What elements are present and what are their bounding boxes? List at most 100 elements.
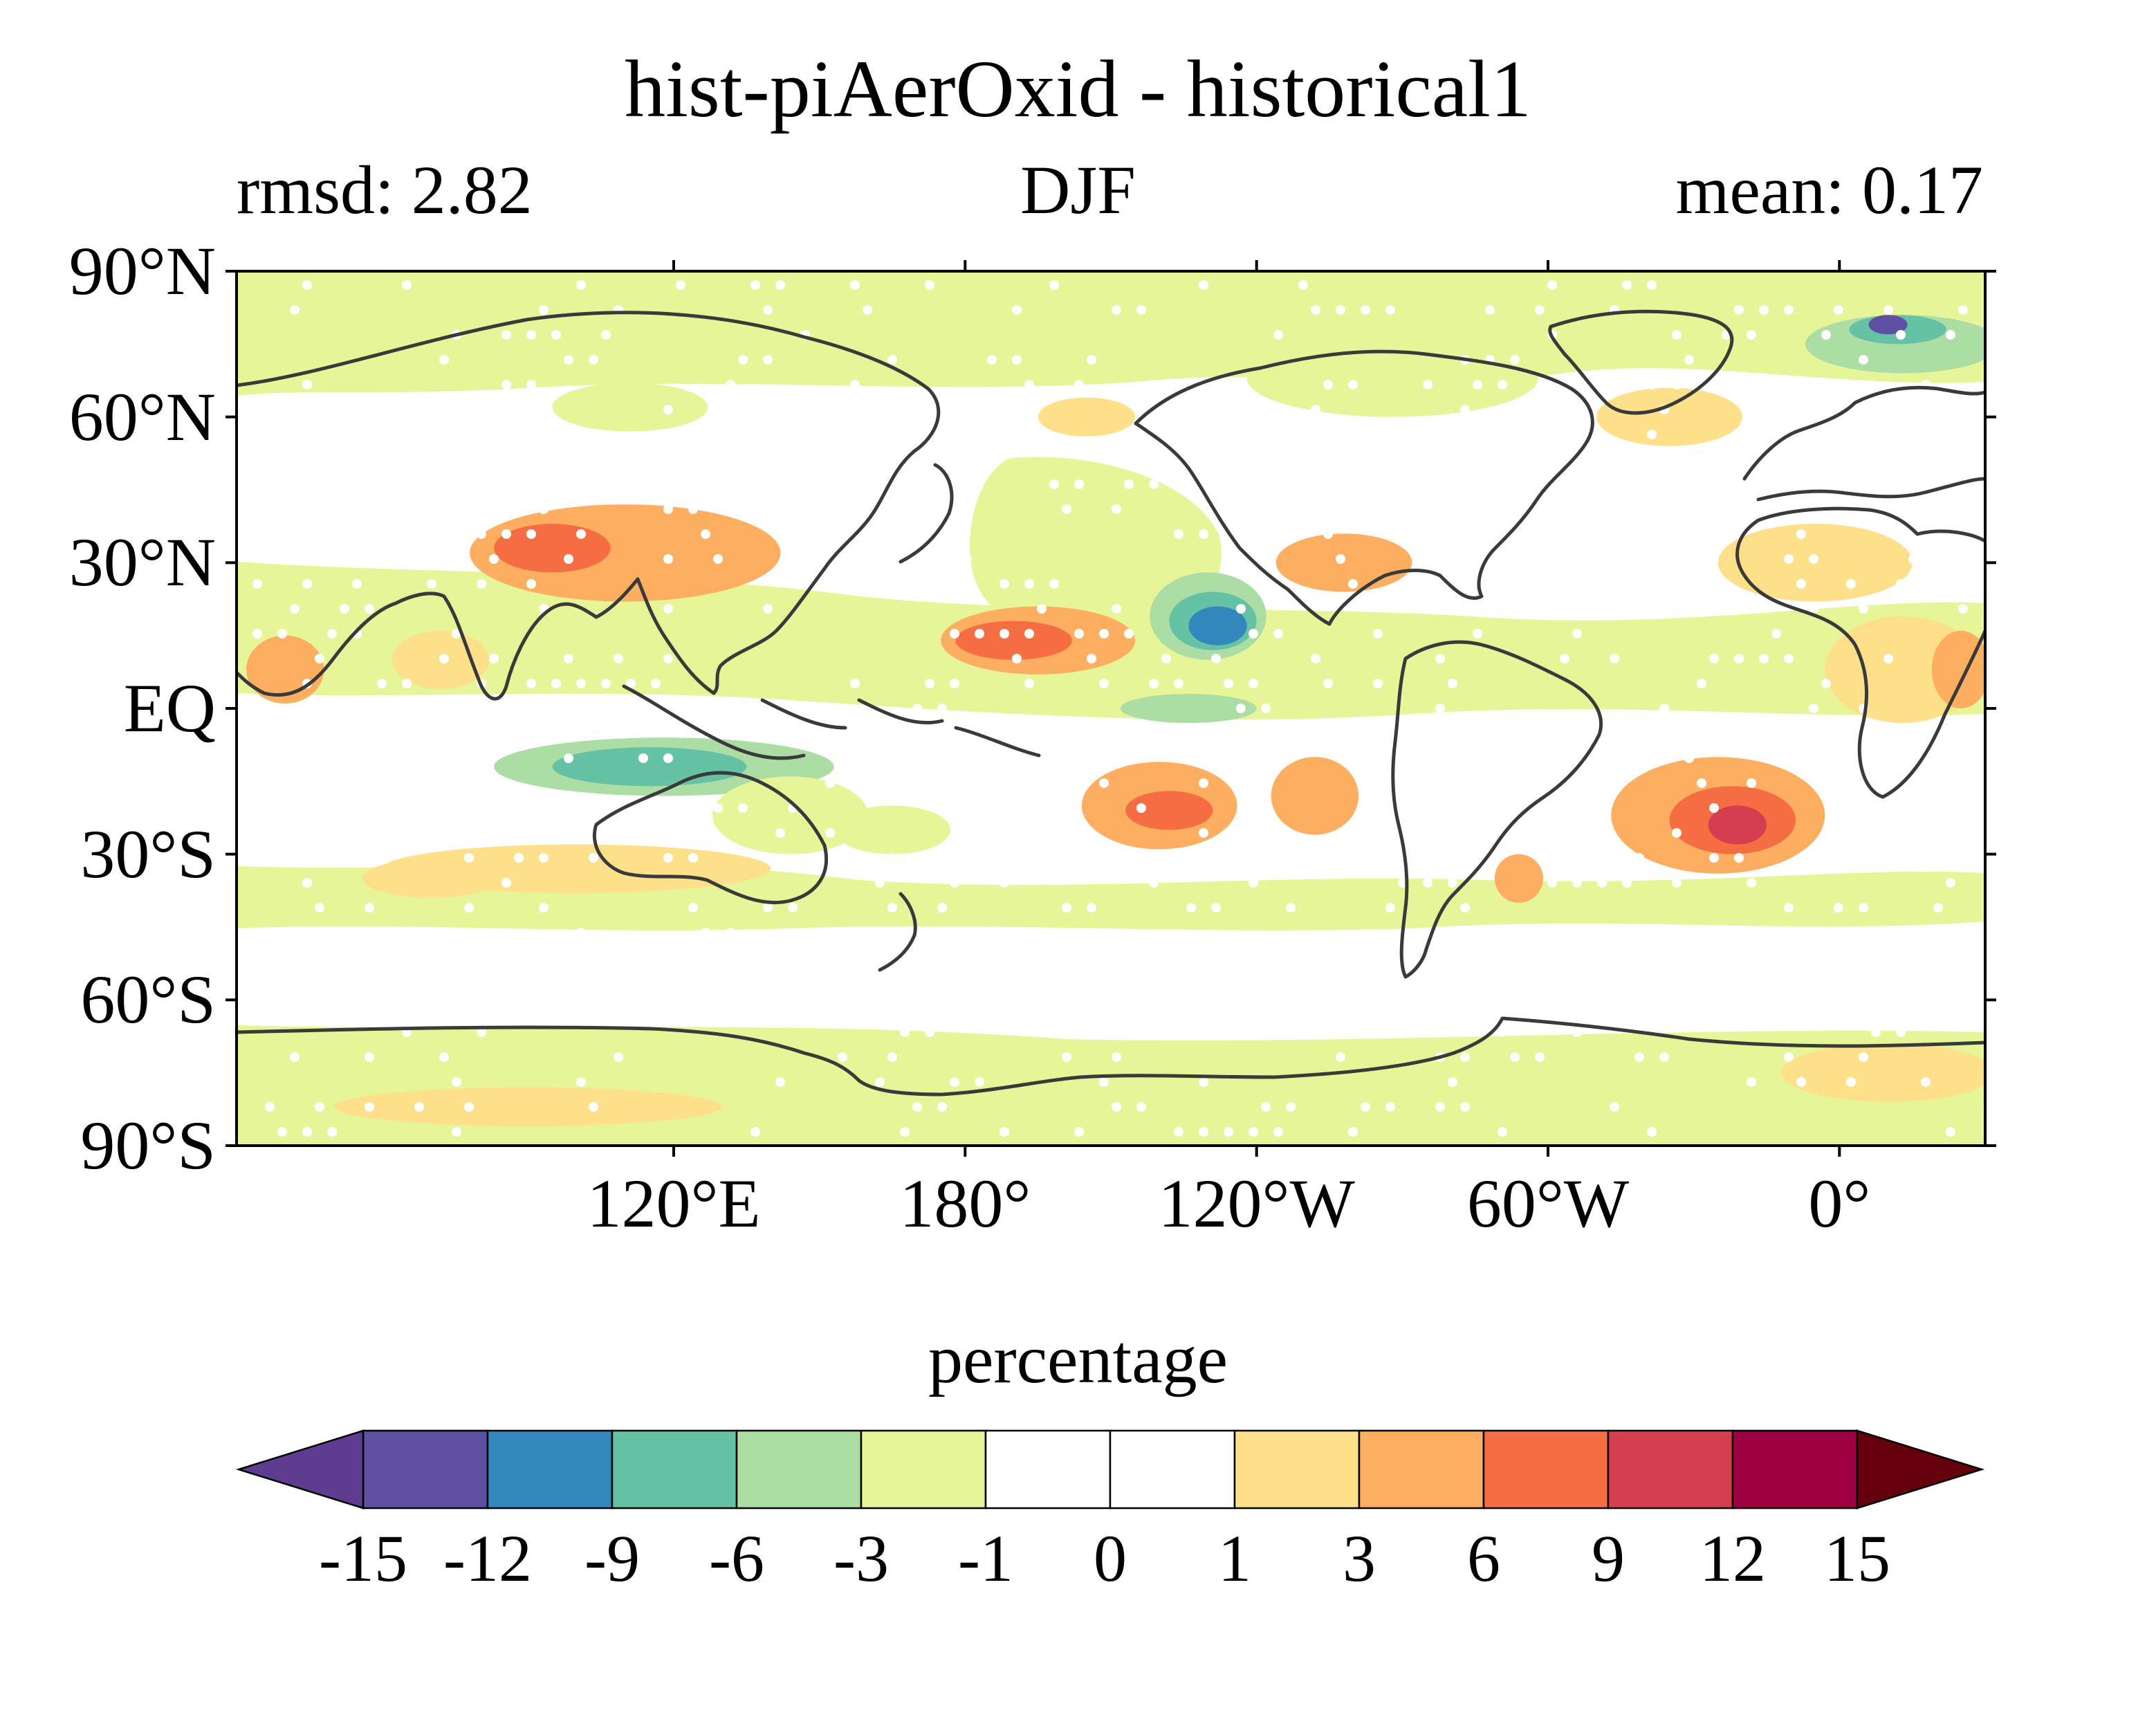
stipple-dot bbox=[1049, 479, 1059, 489]
stipple-dot bbox=[850, 280, 860, 290]
stipple-dot bbox=[1286, 903, 1296, 912]
stipple-dot bbox=[1149, 978, 1159, 987]
stipple-dot bbox=[327, 629, 337, 639]
stipple-dot bbox=[1921, 1077, 1931, 1087]
stipple-dot bbox=[999, 1127, 1009, 1137]
stipple-dot bbox=[389, 803, 399, 813]
stipple-dot bbox=[1834, 305, 1843, 315]
stipple-dot bbox=[1124, 479, 1134, 489]
stipple-dot bbox=[1908, 554, 1918, 564]
stipple-dot bbox=[1971, 728, 1980, 738]
stipple-dot bbox=[1821, 978, 1831, 987]
stipple-dot bbox=[1336, 1052, 1345, 1062]
stipple-dot bbox=[1734, 604, 1744, 614]
stipple-dot bbox=[713, 405, 723, 414]
stipple-dot bbox=[526, 330, 536, 340]
stipple-dot bbox=[1771, 928, 1781, 937]
stipple-dot bbox=[1112, 305, 1121, 315]
stipple-dot bbox=[1323, 479, 1333, 489]
stipple-dot bbox=[526, 579, 536, 589]
stipple-dot bbox=[514, 405, 524, 414]
stipple-dot bbox=[1659, 455, 1669, 464]
stipple-dot bbox=[1684, 753, 1694, 763]
australia-coast bbox=[592, 771, 829, 905]
stipple-dot bbox=[1560, 753, 1569, 763]
stipple-dot bbox=[1348, 380, 1358, 389]
stipple-dot bbox=[1759, 305, 1769, 315]
stipple-dot bbox=[875, 778, 885, 788]
stipple-dot bbox=[1734, 654, 1744, 663]
stipple-dot bbox=[1946, 1127, 1955, 1137]
stipple-dot bbox=[1186, 903, 1196, 912]
stipple-dot bbox=[1236, 704, 1246, 713]
stipple-dot bbox=[1684, 554, 1694, 564]
stipple-dot bbox=[551, 430, 561, 439]
figure-title: hist-piAerOxid - historical1 bbox=[625, 44, 1531, 134]
stipple-dot bbox=[1112, 1052, 1121, 1062]
stipple-dot bbox=[1958, 1002, 1968, 1012]
stipple-dot bbox=[1784, 305, 1794, 315]
stipple-dot bbox=[1224, 828, 1233, 838]
stipple-dot bbox=[1323, 529, 1333, 539]
stipple-dot bbox=[1423, 579, 1432, 589]
stipple-dot bbox=[1572, 778, 1582, 788]
stipple-dot bbox=[1423, 828, 1432, 838]
stipple-dot bbox=[377, 928, 387, 937]
stipple-dot bbox=[589, 853, 598, 863]
stipple-dot bbox=[1435, 1102, 1445, 1112]
stipple-dot bbox=[452, 1077, 461, 1087]
stipple-dot bbox=[1149, 1027, 1159, 1037]
stipple-dot bbox=[1249, 679, 1258, 688]
stipple-dot bbox=[1261, 554, 1271, 564]
stipple-dot bbox=[788, 903, 798, 912]
stipple-dot bbox=[1012, 654, 1022, 663]
stipple-dot bbox=[1286, 504, 1296, 514]
stipple-dot bbox=[389, 504, 399, 514]
stipple-dot bbox=[1273, 629, 1283, 639]
stipple-dot bbox=[788, 455, 798, 464]
significance-stippling bbox=[252, 280, 1985, 1137]
anomaly-feature-30 bbox=[2009, 805, 2058, 883]
stipple-dot bbox=[551, 330, 561, 340]
stipple-dot bbox=[1634, 853, 1644, 863]
stipple-dot bbox=[402, 679, 412, 688]
map-panel bbox=[225, 260, 1996, 1157]
stipple-dot bbox=[1647, 380, 1657, 389]
stipple-dot bbox=[1373, 479, 1383, 489]
lat-label: 60°N bbox=[68, 378, 216, 455]
stipple-dot bbox=[489, 654, 499, 663]
stipple-dot bbox=[701, 430, 710, 439]
stipple-dot bbox=[1622, 579, 1632, 589]
stipple-dot bbox=[1672, 728, 1682, 738]
stipple-dot bbox=[1846, 1077, 1856, 1087]
colorbar-segment-7 bbox=[1233, 1429, 1361, 1510]
stipple-dot bbox=[713, 803, 723, 813]
stipple-dot bbox=[1298, 728, 1308, 738]
stipple-dot bbox=[1186, 455, 1196, 464]
colorbar-segment-10 bbox=[1607, 1429, 1734, 1510]
stipple-dot bbox=[365, 704, 374, 713]
stipple-dot bbox=[302, 280, 312, 290]
stipple-dot bbox=[340, 753, 349, 763]
stipple-dot bbox=[290, 305, 300, 315]
stipple-dot bbox=[1597, 828, 1607, 838]
stipple-dot bbox=[1498, 1027, 1507, 1037]
stipple-dot bbox=[1697, 679, 1706, 688]
stipple-dot bbox=[1323, 430, 1333, 439]
stipple-dot bbox=[1361, 305, 1370, 315]
stipple-dot bbox=[1460, 753, 1470, 763]
stipple-dot bbox=[1684, 604, 1694, 614]
stipple-dot bbox=[601, 828, 611, 838]
stipple-dot bbox=[501, 778, 511, 788]
stipple-dot bbox=[663, 753, 673, 763]
stipple-dot bbox=[850, 679, 860, 688]
stipple-dot bbox=[1473, 380, 1482, 389]
stipple-dot bbox=[1460, 405, 1470, 414]
anomaly-feature-35 bbox=[333, 1087, 723, 1126]
stipple-dot bbox=[726, 928, 735, 937]
colorbar-over-arrow bbox=[1856, 1429, 1985, 1510]
stipple-dot bbox=[1186, 953, 1196, 962]
stipple-dot bbox=[589, 355, 598, 365]
stipple-dot bbox=[738, 405, 748, 414]
stipple-dot bbox=[1460, 1102, 1470, 1112]
